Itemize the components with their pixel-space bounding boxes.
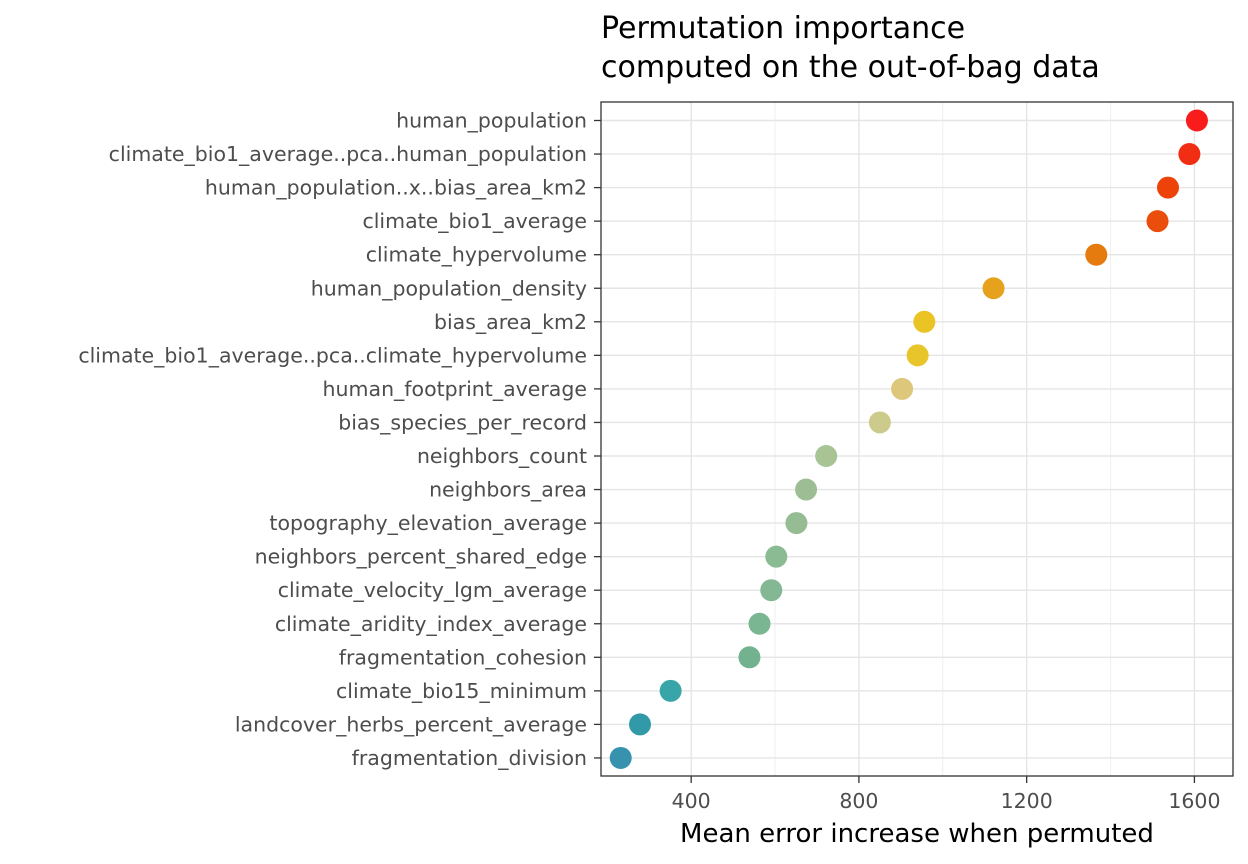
data-point bbox=[906, 344, 929, 367]
data-point bbox=[868, 411, 891, 434]
data-point bbox=[1146, 210, 1169, 233]
data-point bbox=[891, 377, 914, 400]
y-tick-label: climate_bio1_average bbox=[362, 209, 587, 234]
y-tick-label: climate_hypervolume bbox=[366, 243, 587, 268]
y-tick-label: topography_elevation_average bbox=[269, 511, 587, 536]
x-tick-label: 400 bbox=[672, 789, 711, 813]
chart-title-line-1: Permutation importance bbox=[601, 11, 965, 46]
y-tick-label: human_footprint_average bbox=[323, 377, 587, 402]
y-tick-label: human_population_density bbox=[311, 276, 587, 301]
data-point bbox=[748, 612, 771, 635]
panel-border bbox=[600, 101, 1234, 777]
x-axis-title: Mean error increase when permuted bbox=[680, 819, 1154, 849]
y-tick-label: climate_velocity_lgm_average bbox=[278, 578, 587, 603]
data-point bbox=[1156, 176, 1179, 199]
y-tick-label: neighbors_area bbox=[429, 478, 587, 503]
data-point bbox=[659, 679, 682, 702]
x-tick-label: 800 bbox=[839, 789, 878, 813]
x-tick-label: 1200 bbox=[1001, 789, 1053, 813]
data-point bbox=[765, 545, 788, 568]
data-point bbox=[982, 277, 1005, 300]
data-point bbox=[913, 310, 936, 333]
y-tick-label: fragmentation_cohesion bbox=[339, 645, 587, 670]
data-point bbox=[1085, 243, 1108, 266]
y-tick-label: human_population bbox=[396, 109, 587, 134]
data-point bbox=[1185, 109, 1208, 132]
data-point bbox=[629, 713, 652, 736]
y-tick-label: climate_bio1_average..pca..human_populat… bbox=[109, 142, 587, 167]
y-tick-label: bias_area_km2 bbox=[434, 310, 587, 335]
y-tick-label: climate_aridity_index_average bbox=[275, 612, 587, 637]
data-point bbox=[815, 445, 838, 467]
data-point bbox=[1178, 143, 1201, 166]
data-point bbox=[795, 478, 818, 501]
data-point bbox=[785, 512, 808, 535]
y-tick-label: neighbors_count bbox=[417, 444, 587, 469]
x-axis-ticks: 400 800 1200 1600 bbox=[672, 776, 1221, 813]
data-point bbox=[609, 746, 632, 769]
y-tick-label: climate_bio15_minimum bbox=[336, 679, 587, 704]
points-layer bbox=[609, 109, 1208, 769]
data-point bbox=[760, 579, 783, 602]
y-tick-label: human_population..x..bias_area_km2 bbox=[205, 176, 587, 201]
y-tick-label: landcover_herbs_percent_average bbox=[235, 712, 587, 737]
x-tick-label: 1600 bbox=[1168, 789, 1220, 813]
y-tick-label: neighbors_percent_shared_edge bbox=[255, 545, 587, 570]
y-tick-label: fragmentation_division bbox=[352, 746, 587, 771]
data-point bbox=[738, 646, 761, 669]
chart-title-line-2: computed on the out-of-bag data bbox=[601, 50, 1100, 85]
y-tick-label: bias_species_per_record bbox=[338, 410, 587, 435]
grid-layer bbox=[601, 102, 1233, 776]
y-axis-labels: human_population climate_bio1_average..pc… bbox=[78, 109, 601, 771]
y-tick-label: climate_bio1_average..pca..climate_hyper… bbox=[78, 343, 587, 368]
